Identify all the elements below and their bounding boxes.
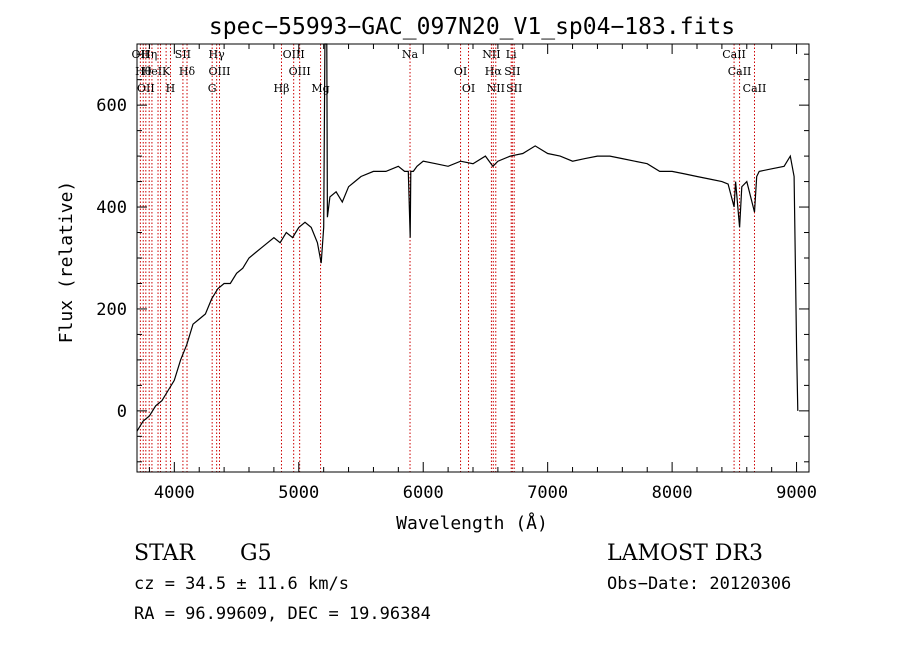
line-label: H xyxy=(166,82,176,95)
x-tick-label: 6000 xyxy=(403,483,444,503)
line-label: Hβ xyxy=(274,82,290,95)
x-axis-label: Wavelength (Å) xyxy=(396,512,548,534)
y-axis-ticks: 0 200 400 600 xyxy=(96,53,809,463)
line-label: OI xyxy=(462,82,475,95)
line-label: NII xyxy=(487,82,505,95)
redshift-cz: cz = 34.5 ± 11.6 km/s xyxy=(134,574,349,594)
line-label: Hγ xyxy=(209,48,226,61)
plot-axes xyxy=(136,43,810,473)
obs-date: Obs−Date: 20120306 xyxy=(607,574,791,594)
line-label: Hα xyxy=(485,65,503,78)
line-label: SII xyxy=(504,65,520,78)
object-subclass: G5 xyxy=(240,541,272,566)
x-tick-label: 9000 xyxy=(776,483,817,503)
chart-title: spec−55993−GAC_097N20_V1_sp04−183.fits xyxy=(209,14,735,40)
line-label: OIII xyxy=(283,48,305,61)
line-label: OIII xyxy=(208,65,230,78)
line-label: NII xyxy=(482,48,500,61)
line-label: CaII xyxy=(722,48,746,61)
line-label: Hθ xyxy=(135,65,152,78)
x-tick-label: 4000 xyxy=(154,483,195,503)
line-label: Hη xyxy=(141,48,157,61)
line-label: Na xyxy=(402,48,419,61)
line-label: OI xyxy=(454,65,467,78)
line-label: Hδ xyxy=(179,65,196,78)
y-tick-label: 0 xyxy=(117,402,127,422)
y-axis-label: Flux (relative) xyxy=(56,181,77,344)
x-axis-ticks: 4000 5000 6000 7000 8000 9000 xyxy=(148,44,817,503)
spectrum-line xyxy=(136,43,799,432)
coordinates: RA = 96.99609, DEC = 19.96384 xyxy=(134,604,431,624)
line-label: CaII xyxy=(743,82,767,95)
x-tick-label: 8000 xyxy=(652,483,693,503)
survey-label: LAMOST DR3 xyxy=(607,541,763,566)
y-tick-label: 400 xyxy=(96,198,127,218)
line-label: HeI xyxy=(142,65,162,78)
line-label: G xyxy=(208,82,217,95)
line-label: OIII xyxy=(289,65,311,78)
spectral-line-markers xyxy=(139,44,755,472)
line-label: K xyxy=(162,65,171,78)
object-class: STAR xyxy=(134,541,196,566)
line-label: SII xyxy=(175,48,191,61)
line-label: CaII xyxy=(728,65,752,78)
spectrum-series xyxy=(136,43,799,432)
line-label: OII xyxy=(137,82,155,95)
y-tick-label: 600 xyxy=(96,96,127,116)
line-label: SII xyxy=(506,82,522,95)
line-label: Li xyxy=(506,48,517,61)
x-tick-label: 7000 xyxy=(527,483,568,503)
plot-frame xyxy=(136,43,810,473)
x-tick-label: 5000 xyxy=(278,483,319,503)
y-tick-label: 200 xyxy=(96,300,127,320)
